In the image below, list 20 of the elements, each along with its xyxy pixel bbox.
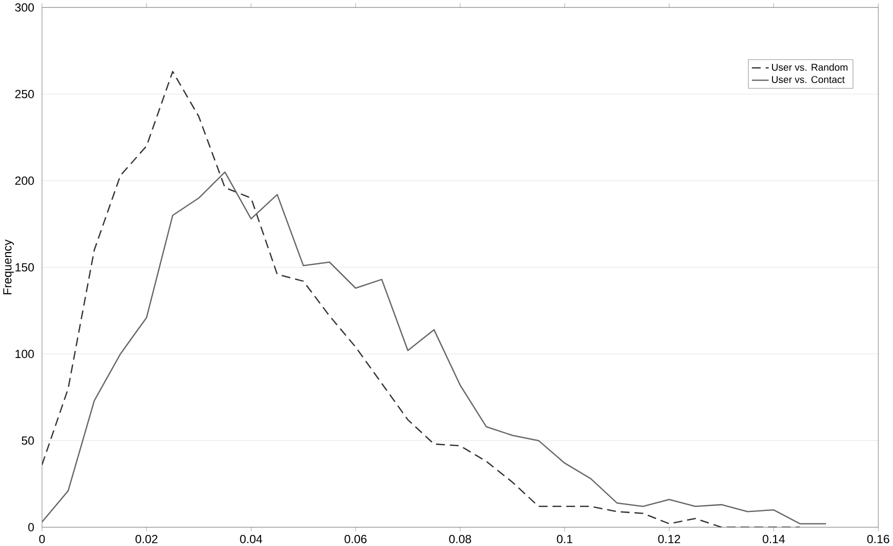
x-tick-label: 0.12 bbox=[658, 534, 680, 543]
y-tick-label: 300 bbox=[15, 3, 34, 12]
y-tick-label: 100 bbox=[16, 350, 34, 358]
x-tick-label: 0.14 bbox=[762, 534, 785, 543]
x-tick-label: 0.16 bbox=[867, 534, 890, 543]
x-tick-label: 0.1 bbox=[556, 534, 572, 543]
legend-label: User vs. Contact bbox=[772, 76, 845, 83]
legend-label: User vs. Random bbox=[772, 63, 848, 71]
y-tick-label: 150 bbox=[16, 262, 34, 272]
y-tick-label: 200 bbox=[15, 176, 34, 185]
line-series bbox=[42, 171, 827, 524]
y-tick-label: 50 bbox=[22, 436, 34, 445]
x-tick-label: 0.06 bbox=[344, 534, 367, 543]
x-tick-label: 0.08 bbox=[449, 534, 472, 543]
y-tick-label: 0 bbox=[28, 522, 34, 532]
y-tick-label: 250 bbox=[15, 90, 34, 98]
x-tick-label: 0 bbox=[39, 534, 45, 543]
y-axis-title: Frequency bbox=[3, 239, 14, 294]
x-tick-label: 0.04 bbox=[240, 534, 262, 543]
x-tick-label: 0.02 bbox=[136, 534, 158, 543]
